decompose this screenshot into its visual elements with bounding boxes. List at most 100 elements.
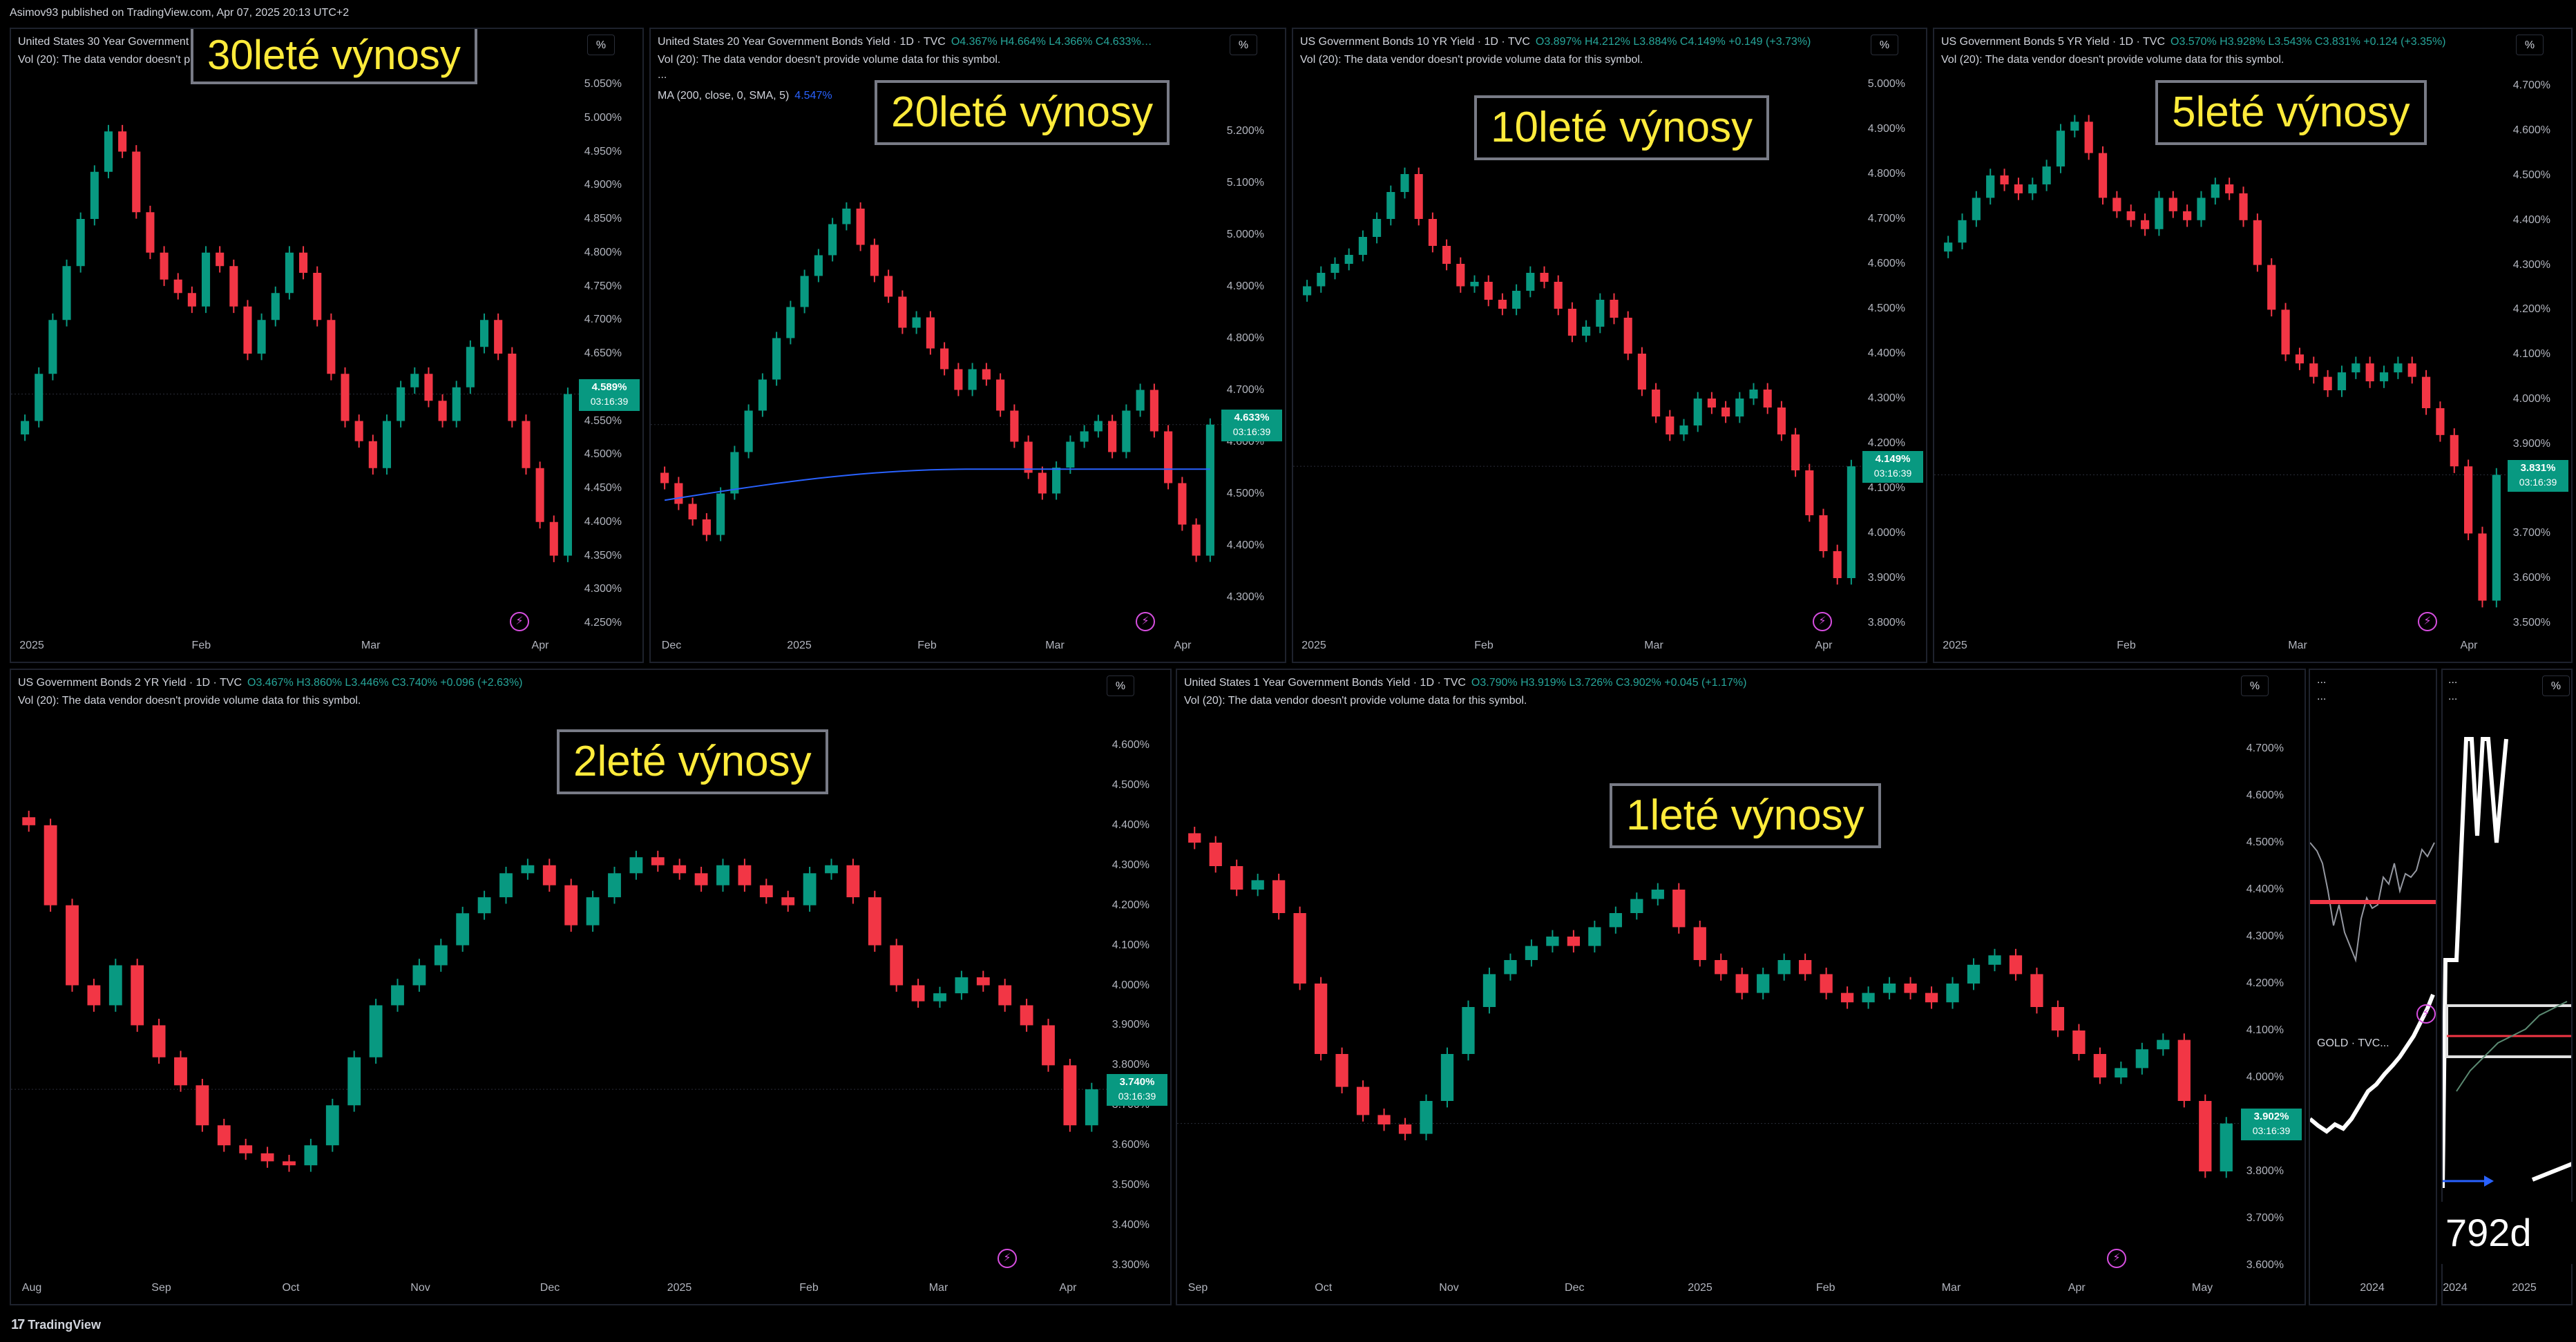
candle [229, 266, 238, 307]
volume-legend[interactable]: Vol (20): The data vendor doesn't provid… [658, 54, 1001, 66]
replay-icon[interactable]: ⚡ [2416, 1004, 2436, 1024]
candle [174, 1057, 187, 1086]
candle [870, 245, 879, 276]
candlestick-plot[interactable] [11, 670, 1109, 1272]
symbol-header[interactable]: US Government Bonds 2 YR Yield · 1D · TV… [18, 677, 523, 689]
candle [2140, 220, 2150, 229]
chart-panel-20y[interactable]: United States 20 Year Government Bonds Y… [649, 28, 1286, 663]
percent-scale-toggle[interactable]: % [587, 35, 615, 55]
time-tick: 2025 [1943, 640, 1967, 651]
price-tick: 5.000% [584, 111, 622, 124]
symbol-header[interactable]: US Government Bonds 10 YR Yield · 1D · T… [1300, 36, 1811, 48]
ohlc-values: O3.570% H3.928% L3.543% C3.831% +0.124 (… [2170, 36, 2446, 48]
candle [257, 320, 266, 354]
time-tick: Oct [1315, 1282, 1333, 1294]
percent-scale-toggle[interactable]: % [2241, 675, 2269, 696]
candle [912, 317, 921, 328]
candlestick-plot[interactable] [11, 29, 582, 630]
chart-panel-2y[interactable]: US Government Bonds 2 YR Yield · 1D · TV… [10, 669, 1172, 1305]
volume-legend[interactable]: Vol (20): The data vendor doesn't provid… [18, 695, 361, 707]
candle [201, 252, 211, 307]
replay-icon[interactable]: ⚡ [2418, 612, 2437, 631]
candle [1024, 441, 1033, 473]
legend-more[interactable]: ... [658, 69, 667, 81]
candle [1428, 219, 1437, 246]
symbol-title[interactable]: US Government Bonds 10 YR Yield · 1D · T… [1300, 36, 1530, 48]
mini2-percent-toggle[interactable]: % [2542, 675, 2570, 696]
mini2-dots-1[interactable]: ... [2448, 674, 2458, 686]
candle [2295, 354, 2305, 364]
candle [1882, 984, 1896, 993]
percent-scale-toggle[interactable]: % [1871, 35, 1898, 55]
candle [438, 401, 447, 421]
candlestick-plot[interactable] [1177, 670, 2244, 1272]
candle [412, 965, 426, 986]
symbol-title[interactable]: United States 1 Year Government Bonds Yi… [1184, 677, 1466, 689]
ma-legend[interactable]: MA (200, close, 0, SMA, 5) 4.547% [658, 90, 832, 102]
time-tick: Nov [410, 1282, 430, 1294]
price-tick: 3.400% [1112, 1219, 1149, 1231]
candlestick-plot[interactable] [651, 29, 1224, 630]
candlestick-plot[interactable] [1934, 29, 2510, 630]
mini-dots-2[interactable]: ... [2317, 691, 2327, 702]
symbol-header[interactable]: US Government Bonds 5 YR Yield · 1D · TV… [1941, 36, 2446, 48]
yield-callout: 2leté výnosy [557, 729, 828, 794]
price-axis[interactable]: 5.000% 4.900% 4.800% 4.700% 4.600% 4.500% 4.40… [1860, 29, 1926, 629]
percent-scale-toggle[interactable]: % [1107, 675, 1134, 696]
candle [1840, 993, 1854, 1003]
candle [285, 252, 294, 294]
symbol-header[interactable]: United States 1 Year Government Bonds Yi… [1184, 677, 1746, 689]
price-axis[interactable]: 5.200% 5.100% 5.000% 4.900% 4.800% 4.700% 4.60… [1219, 29, 1285, 620]
symbol-title[interactable]: US Government Bonds 2 YR Yield · 1D · TV… [18, 677, 242, 689]
ma-legend-value: 4.547% [794, 90, 832, 102]
candle [494, 320, 503, 354]
candle [1020, 1005, 1033, 1026]
mini-dots-1[interactable]: ... [2317, 674, 2327, 686]
replay-icon[interactable]: ⚡ [1813, 612, 1832, 631]
candle [44, 825, 57, 905]
candle [2225, 184, 2234, 193]
replay-icon[interactable]: ⚡ [2107, 1249, 2126, 1268]
symbol-header[interactable]: United States 20 Year Government Bonds Y… [658, 36, 1152, 48]
mini2-dots-2[interactable]: ... [2448, 691, 2458, 702]
candle [1721, 408, 1730, 416]
symbol-title[interactable]: United States 20 Year Government Bonds Y… [658, 36, 946, 48]
percent-scale-toggle[interactable]: % [2516, 35, 2544, 55]
price-tick: 3.800% [1867, 617, 1905, 629]
symbol-title[interactable]: US Government Bonds 5 YR Yield · 1D · TV… [1941, 36, 2165, 48]
candle [608, 873, 621, 898]
candle [1230, 866, 1243, 890]
candle [2115, 1068, 2128, 1077]
percent-scale-toggle[interactable]: % [1230, 35, 1257, 55]
chart-panel-5y[interactable]: US Government Bonds 5 YR Yield · 1D · TV… [1933, 28, 2573, 663]
mini-panel-gold[interactable]: ... ... ⚡ GOLD · TVC... 2024 [2309, 669, 2437, 1305]
volume-legend[interactable]: Vol (20): The data vendor doesn't provid… [1184, 695, 1527, 707]
chart-panel-1y[interactable]: United States 1 Year Government Bonds Yi… [1176, 669, 2306, 1305]
candle [1693, 399, 1702, 425]
price-axis[interactable]: 5.050% 5.000% 4.950% 4.900% 4.850% 4.800% 4.75… [576, 29, 642, 629]
last-price-tag: 3.831% 03:16:39 [2508, 459, 2568, 492]
price-tick: 4.850% [584, 213, 622, 224]
price-axis[interactable]: 4.700% 4.600% 4.500% 4.400% 4.300% 4.200% 4.10… [2238, 670, 2305, 1271]
mini-panel-2[interactable]: ... ... % 2024 2025 ⚡ [2441, 669, 2573, 1305]
volume-legend[interactable]: Vol (20): The data vendor doesn't provid… [1941, 54, 2284, 66]
price-tick: 3.600% [2512, 572, 2550, 584]
replay-icon[interactable]: ⚡ [1136, 612, 1155, 631]
candlestick-plot[interactable] [1293, 29, 1865, 630]
candle [1442, 246, 1451, 264]
candle [1330, 264, 1339, 273]
tradingview-logo[interactable]: 17 TradingView [11, 1317, 101, 1333]
ohlc-values: O3.790% H3.919% L3.726% C3.902% +0.045 (… [1471, 677, 1747, 689]
price-axis[interactable]: 4.600% 4.500% 4.400% 4.300% 4.200% 4.100% 4.00… [1104, 670, 1170, 1271]
candle [1666, 416, 1675, 434]
ohlc-values: O3.467% H3.860% L3.446% C3.740% +0.096 (… [247, 677, 523, 689]
time-tick: Sep [151, 1282, 171, 1294]
price-axis[interactable]: 4.700% 4.600% 4.500% 4.400% 4.300% 4.200% 4.10… [2505, 29, 2571, 629]
chart-panel-10y[interactable]: US Government Bonds 10 YR Yield · 1D · T… [1292, 28, 1927, 663]
chart-panel-30y[interactable]: United States 30 Year Government Bonds Y… [10, 28, 644, 663]
volume-legend[interactable]: Vol (20): The data vendor doesn't provid… [1300, 54, 1643, 66]
ma-legend-label: MA (200, close, 0, SMA, 5) [658, 90, 790, 102]
replay-icon[interactable]: ⚡ [998, 1249, 1017, 1268]
replay-icon[interactable]: ⚡ [510, 612, 529, 631]
candle [2267, 265, 2276, 310]
